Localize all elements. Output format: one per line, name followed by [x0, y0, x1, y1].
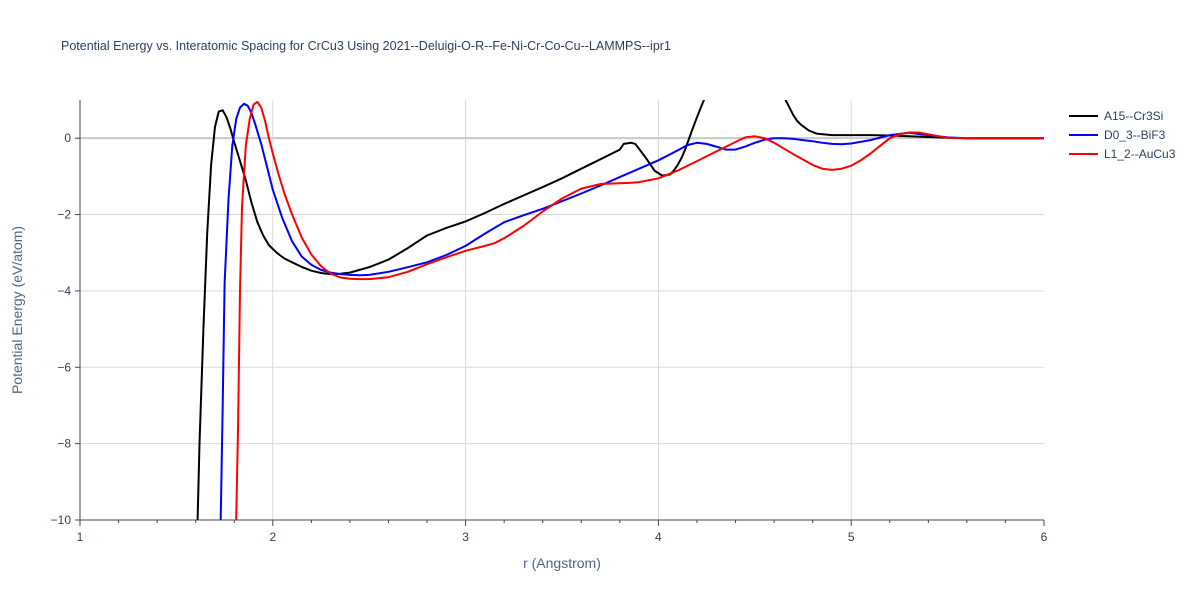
legend-label-0: A15--Cr3Si — [1104, 109, 1163, 123]
x-tick-label: 2 — [269, 530, 276, 544]
x-tick-label: 1 — [77, 530, 84, 544]
legend-label-1: D0_3--BiF3 — [1104, 128, 1166, 142]
y-tick-label: −2 — [57, 208, 71, 222]
y-axis-title: Potential Energy (eV/atom) — [9, 226, 25, 394]
y-tick-label: −6 — [57, 360, 71, 374]
series-line-2 — [235, 100, 1044, 520]
x-tick-label: 3 — [462, 530, 469, 544]
chart-title: Potential Energy vs. Interatomic Spacing… — [61, 39, 671, 53]
x-axis-title: r (Angstrom) — [523, 555, 601, 571]
axes: 1 2 3 4 5 6 0 −2 −4 −6 −8 −10 — [51, 100, 1048, 544]
y-tick-label: −10 — [51, 513, 72, 527]
x-tick-label: 4 — [655, 530, 662, 544]
x-tick-label: 6 — [1041, 530, 1048, 544]
y-tick-label: −8 — [57, 437, 71, 451]
legend: A15--Cr3Si D0_3--BiF3 L1_2--AuCu3 — [1069, 109, 1176, 161]
series-line-0 — [196, 100, 1044, 520]
y-tick-label: −4 — [57, 284, 71, 298]
legend-label-2: L1_2--AuCu3 — [1104, 147, 1176, 161]
series-lines — [196, 100, 1044, 520]
y-tick-label: 0 — [64, 131, 71, 145]
x-tick-label: 5 — [848, 530, 855, 544]
